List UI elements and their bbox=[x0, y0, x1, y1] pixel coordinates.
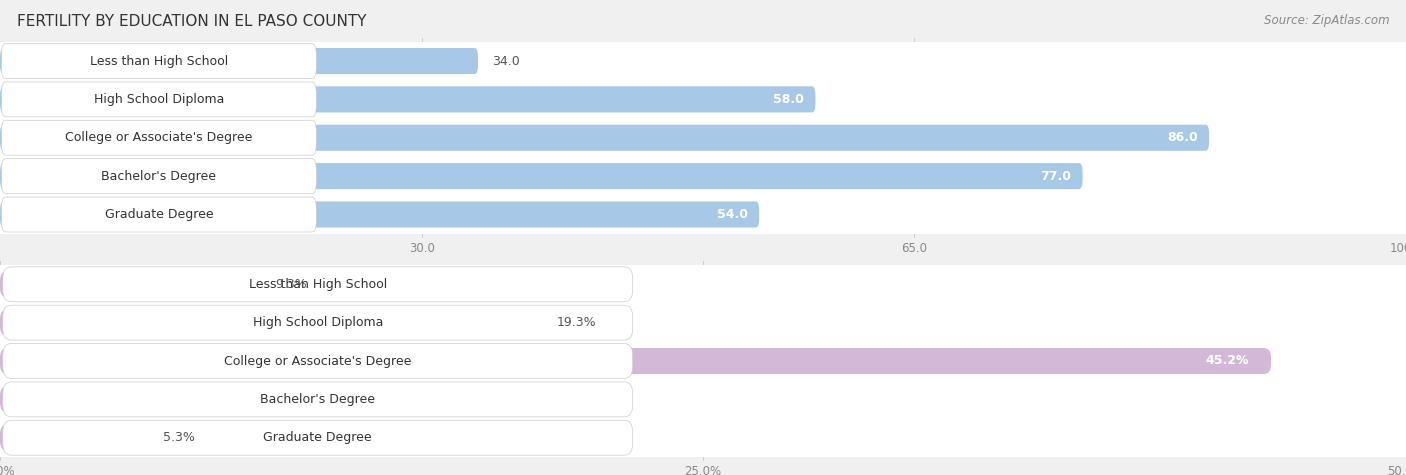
FancyBboxPatch shape bbox=[0, 304, 1406, 342]
FancyBboxPatch shape bbox=[0, 342, 1406, 380]
FancyBboxPatch shape bbox=[0, 271, 262, 297]
Text: College or Associate's Degree: College or Associate's Degree bbox=[224, 354, 412, 368]
Text: 20.9%: 20.9% bbox=[522, 393, 565, 406]
FancyBboxPatch shape bbox=[0, 119, 1406, 157]
FancyBboxPatch shape bbox=[0, 380, 1406, 418]
FancyBboxPatch shape bbox=[0, 48, 478, 74]
Text: High School Diploma: High School Diploma bbox=[253, 316, 382, 329]
Text: 34.0: 34.0 bbox=[492, 55, 520, 67]
FancyBboxPatch shape bbox=[1, 197, 316, 232]
FancyBboxPatch shape bbox=[0, 80, 1406, 119]
Text: Graduate Degree: Graduate Degree bbox=[263, 431, 373, 444]
FancyBboxPatch shape bbox=[0, 310, 543, 336]
FancyBboxPatch shape bbox=[3, 305, 633, 340]
FancyBboxPatch shape bbox=[0, 425, 149, 451]
FancyBboxPatch shape bbox=[0, 157, 1406, 195]
FancyBboxPatch shape bbox=[0, 86, 815, 113]
FancyBboxPatch shape bbox=[0, 348, 1271, 374]
FancyBboxPatch shape bbox=[1, 82, 316, 117]
FancyBboxPatch shape bbox=[1, 120, 316, 155]
FancyBboxPatch shape bbox=[0, 265, 1406, 304]
Text: Bachelor's Degree: Bachelor's Degree bbox=[260, 393, 375, 406]
Text: College or Associate's Degree: College or Associate's Degree bbox=[65, 131, 253, 144]
Text: 9.3%: 9.3% bbox=[276, 278, 308, 291]
Text: FERTILITY BY EDUCATION IN EL PASO COUNTY: FERTILITY BY EDUCATION IN EL PASO COUNTY bbox=[17, 14, 367, 29]
Text: Graduate Degree: Graduate Degree bbox=[104, 208, 214, 221]
FancyBboxPatch shape bbox=[0, 418, 1406, 457]
Text: Source: ZipAtlas.com: Source: ZipAtlas.com bbox=[1264, 14, 1389, 27]
FancyBboxPatch shape bbox=[1, 44, 316, 78]
FancyBboxPatch shape bbox=[3, 343, 633, 379]
FancyBboxPatch shape bbox=[3, 420, 633, 455]
FancyBboxPatch shape bbox=[1, 159, 316, 194]
Text: 5.3%: 5.3% bbox=[163, 431, 195, 444]
FancyBboxPatch shape bbox=[0, 386, 588, 412]
Text: 58.0: 58.0 bbox=[773, 93, 804, 106]
Text: Bachelor's Degree: Bachelor's Degree bbox=[101, 170, 217, 182]
Text: 86.0: 86.0 bbox=[1167, 131, 1198, 144]
FancyBboxPatch shape bbox=[0, 163, 1083, 189]
FancyBboxPatch shape bbox=[0, 42, 1406, 80]
Text: 54.0: 54.0 bbox=[717, 208, 748, 221]
Text: 77.0: 77.0 bbox=[1040, 170, 1071, 182]
Text: 45.2%: 45.2% bbox=[1205, 354, 1249, 368]
FancyBboxPatch shape bbox=[0, 201, 759, 228]
Text: Less than High School: Less than High School bbox=[249, 278, 387, 291]
FancyBboxPatch shape bbox=[3, 382, 633, 417]
Text: 19.3%: 19.3% bbox=[557, 316, 596, 329]
FancyBboxPatch shape bbox=[0, 195, 1406, 234]
Text: Less than High School: Less than High School bbox=[90, 55, 228, 67]
FancyBboxPatch shape bbox=[0, 125, 1209, 151]
Text: High School Diploma: High School Diploma bbox=[94, 93, 224, 106]
FancyBboxPatch shape bbox=[3, 267, 633, 302]
